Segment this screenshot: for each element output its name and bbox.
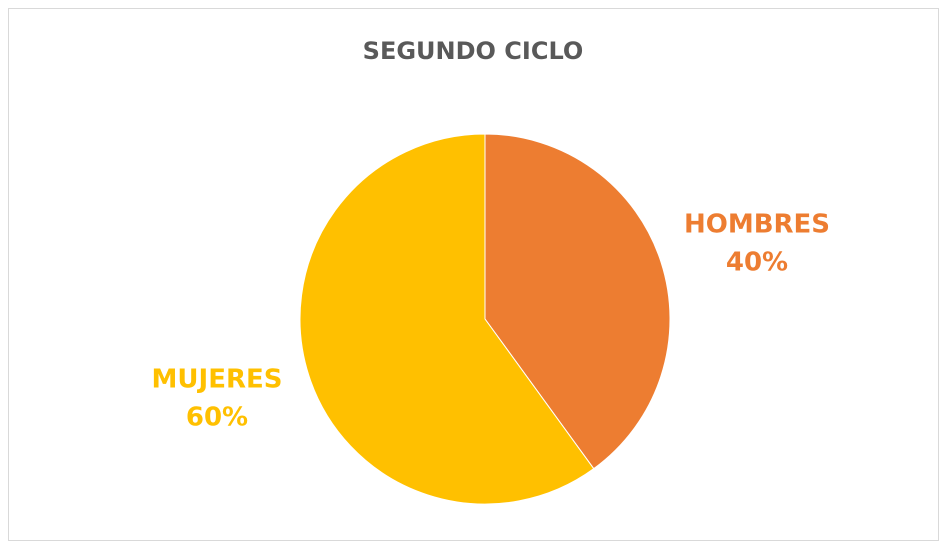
- data-label-name: HOMBRES: [684, 210, 830, 240]
- data-label-value: 40%: [726, 248, 788, 278]
- data-label-value: 60%: [186, 403, 248, 433]
- chart-title: SEGUNDO CICLO: [363, 37, 584, 65]
- data-label-name: MUJERES: [152, 365, 283, 395]
- pie-slice: [299, 133, 595, 505]
- pie-slice: [484, 133, 671, 470]
